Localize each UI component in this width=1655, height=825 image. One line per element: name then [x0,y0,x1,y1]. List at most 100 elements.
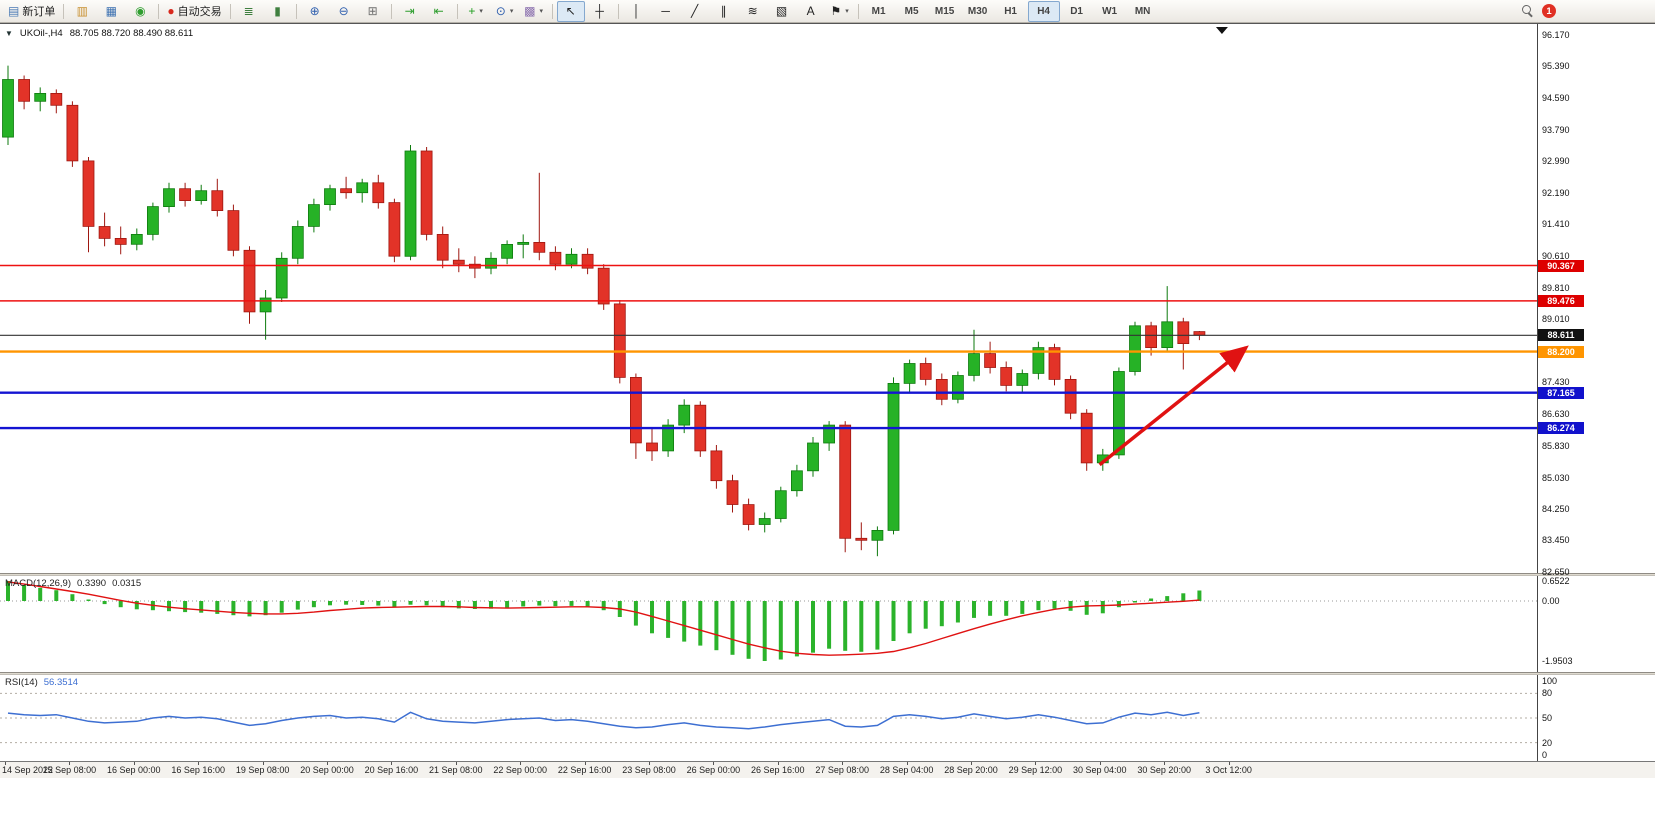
shapes-button[interactable]: ▧ [768,1,796,22]
price-axis-label: 89.810 [1542,282,1570,293]
time-axis-label: 15 Sep 08:00 [42,765,97,775]
price-axis-label: 82.650 [1542,567,1570,578]
chart-header: ▼ UKOil-,H4 88.705 88.720 88.490 88.611 [5,28,193,39]
rsi-axis[interactable]: 100 80 50 20 0 [1537,675,1655,761]
indicators-button[interactable]: + ▾ [462,1,490,22]
price-axis-label: 87.430 [1542,377,1570,388]
toolbar-separator [456,3,458,19]
channel-button[interactable]: ∥ [710,1,738,22]
price-axis-label: 92.190 [1542,188,1570,199]
rsi-canvas[interactable] [0,675,1537,761]
timeframe-button-m15[interactable]: M15 [934,5,955,17]
text-button[interactable]: A [797,1,825,22]
price-axis-label: 86.630 [1542,409,1570,419]
tile-windows-button[interactable]: ⊞ [359,1,387,22]
timeframe-button-w1[interactable]: W1 [1102,5,1118,17]
macd-axis[interactable]: 0.6522 0.00 -1.9503 [1537,576,1655,672]
data-window-button[interactable]: ◉ [126,1,154,22]
timeframe-button-m30[interactable]: M30 [967,5,988,17]
toolbar-separator [229,3,231,19]
time-axis-label: 16 Sep 00:00 [107,765,161,775]
time-tick [520,762,522,765]
time-tick [391,762,393,765]
toolbar-items: ▤ 新订单 ▥ ▦ ◉ ● 自动交易 ≣ ▮ ⊕ ⊖ ⊞ ⇥ ⇤ + ▾ ⊙ ▾ ▩ ▾ ↖ ┼ │ ─ ╱ ∥ ≋ ▧ A ⚑ ▾ M1 M5… [4,0,1159,22]
zoom-in-button[interactable]: ⊕ [301,1,329,22]
cursor-button[interactable]: ↖ [556,0,585,22]
periods-button[interactable]: ⊙ ▾ [491,1,519,22]
rsi-label-row: RSI(14) 56.3514 [5,677,78,688]
bar-chart-type-button[interactable]: ≣ [235,1,263,22]
time-axis-label: 26 Sep 00:00 [686,765,741,775]
time-tick [906,762,908,765]
new-order-button[interactable]: ▤ 新订单 [4,1,59,22]
time-tick [1099,762,1101,765]
templates-button[interactable]: ▩ ▾ [520,1,548,22]
arrows-button[interactable]: ⚑ ▾ [826,1,854,22]
charts-profile-button[interactable]: ▥ [68,1,96,22]
text-icon: A [806,4,815,18]
auto-scroll-button[interactable]: ⇥ [396,1,424,22]
horizontal-line-button[interactable]: ─ [652,1,680,22]
zoom-out-icon: ⊖ [338,4,349,18]
price-chart-canvas[interactable] [0,24,1537,573]
market-watch-button[interactable]: ▦ [97,1,125,22]
price-axis-label: 93.790 [1542,124,1570,135]
price-tag: 89.476 [1538,294,1584,307]
panel-separator[interactable] [0,672,1655,675]
time-axis[interactable]: 14 Sep 2022 15 Sep 08:00 16 Sep 00:00 16 Se… [0,761,1655,778]
macd-axis-label: -1.9503 [1542,656,1573,666]
time-tick [584,762,586,765]
macd-axis-label: 0.6522 [1542,576,1570,586]
autotrading-button-label: 自动交易 [177,6,222,18]
bottom-empty-area [0,778,1655,825]
macd-signal-value: 0.0315 [112,578,142,589]
time-axis-label: 28 Sep 04:00 [879,765,934,775]
time-axis-label: 29 Sep 12:00 [1008,765,1063,775]
toolbar-separator [63,3,65,19]
crosshair-button[interactable]: ┼ [586,1,614,22]
price-axis-label: 94.590 [1542,92,1570,103]
macd-axis-label: 0.00 [1542,596,1560,606]
time-axis-label: 26 Sep 16:00 [751,765,805,775]
autotrading-button[interactable]: ● 自动交易 [163,1,225,22]
macd-canvas[interactable] [0,576,1537,672]
time-axis-label: 23 Sep 08:00 [622,765,676,775]
one-click-trading-toggle-icon[interactable]: ▼ [5,29,13,38]
shapes-icon: ▧ [775,4,788,18]
price-axis[interactable]: 96.170 95.390 94.590 93.790 92.990 92.190 91.4… [1537,24,1655,577]
time-tick [1228,762,1230,765]
timeframe-button-m5[interactable]: M5 [904,5,919,17]
timeframe-button-h4[interactable]: H4 [1027,0,1060,22]
timeframe-button-d1[interactable]: D1 [1070,5,1083,17]
symbol-search-icon[interactable] [1522,5,1534,17]
time-tick [5,762,6,765]
timeframe-button-h1[interactable]: H1 [1004,5,1017,17]
timeframe-button-m1[interactable]: M1 [871,5,886,17]
templates-icon: ▩ [524,4,536,18]
rsi-label: RSI(14) [5,677,38,688]
timeframe-button-mn[interactable]: MN [1134,5,1151,17]
toolbar-separator [551,3,553,19]
rsi-panel: RSI(14) 56.3514 100 80 50 20 0 [0,675,1655,761]
panel-separator[interactable] [0,573,1655,576]
zoom-out-button[interactable]: ⊖ [330,1,358,22]
price-axis-label: 92.990 [1542,156,1570,167]
time-tick [198,762,200,765]
toolbar-separator [390,3,392,19]
time-tick [713,762,715,765]
notification-badge[interactable]: 1 [1542,4,1556,18]
time-tick [1035,762,1037,765]
time-tick [69,762,71,765]
chart-shift-button[interactable]: ⇤ [425,1,453,22]
vertical-line-button[interactable]: │ [623,1,651,22]
toolbar-separator [857,3,859,19]
indicators-icon: + [468,4,476,18]
time-tick [971,762,972,765]
fibonacci-button[interactable]: ≋ [739,1,767,22]
chart-symbol-period: UKOil-,H4 [19,28,63,39]
time-tick [1164,762,1166,765]
zoom-in-icon: ⊕ [309,4,320,18]
time-tick [777,762,779,765]
trendline-button[interactable]: ╱ [681,1,709,22]
candle-chart-type-button[interactable]: ▮ [264,1,292,22]
